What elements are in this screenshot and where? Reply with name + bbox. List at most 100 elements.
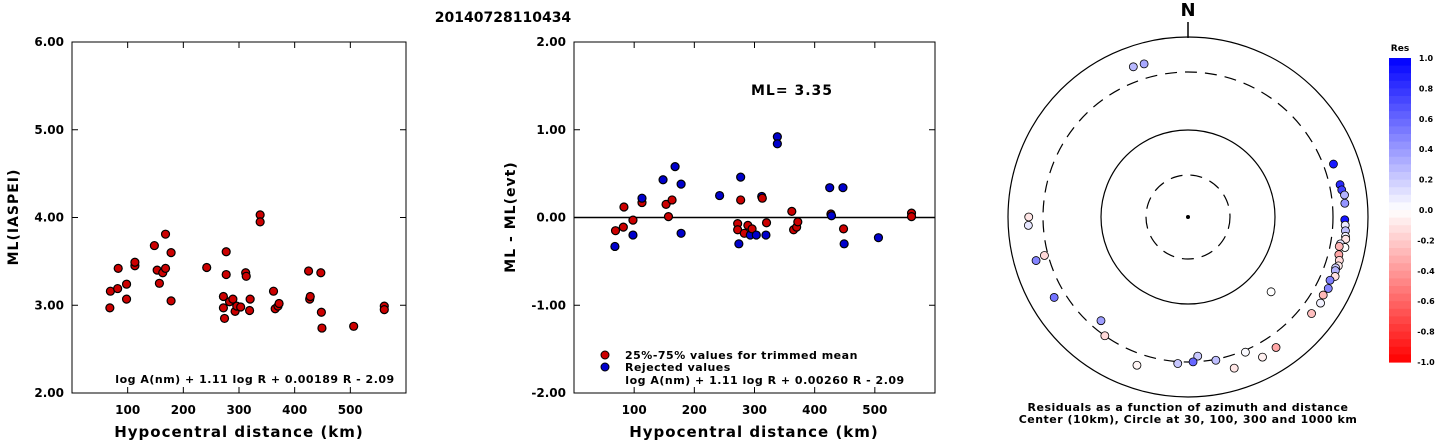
x-tick-label: 400 <box>282 403 307 417</box>
colorbar-segment <box>1389 270 1411 279</box>
data-point <box>303 266 314 276</box>
colorbar-label: -0.6 <box>1417 297 1435 306</box>
data-point <box>628 230 638 240</box>
colorbar-segment <box>1389 286 1411 295</box>
data-point <box>305 291 315 302</box>
data-point <box>241 271 251 281</box>
colorbar-segment <box>1389 126 1411 135</box>
polar-point <box>1240 347 1250 357</box>
data-point <box>317 323 327 333</box>
data-point <box>228 294 238 304</box>
colorbar-segment <box>1389 278 1411 287</box>
polar-data-points <box>1023 59 1351 373</box>
data-point <box>316 307 326 317</box>
left-y-axis-label: ML(IASPEI) <box>6 169 22 266</box>
data-point <box>736 195 746 205</box>
data-point <box>637 193 647 203</box>
x-tick-label: 300 <box>742 403 767 417</box>
polar-point <box>1211 355 1221 365</box>
colorbar-segment <box>1389 65 1411 74</box>
data-point <box>757 193 767 203</box>
data-point <box>221 247 231 257</box>
y-tick-label: 5.00 <box>34 123 64 137</box>
data-point <box>787 206 797 216</box>
data-point <box>219 313 230 324</box>
x-tick-label: 400 <box>802 403 827 417</box>
legend-blue-label: Rejected values <box>625 361 731 374</box>
colorbar-segment <box>1389 232 1411 241</box>
data-point <box>619 202 629 212</box>
y-tick-label: 0.00 <box>536 211 566 225</box>
y-tick-label: 3.00 <box>34 298 64 312</box>
data-point <box>839 239 849 249</box>
polar-point <box>1323 284 1333 293</box>
polar-point <box>1049 293 1059 302</box>
x-tick-label: 500 <box>862 403 887 417</box>
figure-title: 20140728110434 <box>435 10 572 26</box>
polar-point <box>1340 190 1349 200</box>
data-point <box>751 230 761 240</box>
legend-red-marker <box>600 350 610 360</box>
colorbar-segment <box>1389 217 1411 226</box>
colorbar-segment <box>1389 141 1411 150</box>
colorbar-segment <box>1389 194 1411 203</box>
left-x-axis-label: Hypocentral distance (km) <box>114 423 364 441</box>
data-point <box>236 302 246 312</box>
colorbar-segment <box>1389 134 1411 143</box>
y-tick-label: 1.00 <box>536 123 566 137</box>
colorbar-label: 0.0 <box>1419 206 1434 215</box>
y-tick-label: 6.00 <box>34 35 64 49</box>
data-point <box>658 175 668 185</box>
colorbar-segment <box>1389 179 1411 188</box>
polar-point <box>1318 290 1328 300</box>
data-point <box>676 179 686 189</box>
data-point <box>667 195 677 205</box>
y-tick-label: 2.00 <box>536 35 566 49</box>
data-point <box>838 224 849 234</box>
polar-center <box>1186 215 1190 219</box>
polar-caption-1: Residuals as a function of azimuth and d… <box>1028 401 1349 414</box>
colorbar-segment <box>1389 331 1411 340</box>
data-point <box>218 291 229 302</box>
polar-point <box>1188 357 1198 367</box>
data-point <box>838 183 848 193</box>
polar-point <box>1173 359 1183 368</box>
polar-point <box>1316 298 1325 308</box>
polar-caption-2: Center (10km), Circle at 30, 100, 300 an… <box>1019 413 1358 426</box>
polar-point <box>1031 256 1041 265</box>
polar-point <box>1023 220 1033 230</box>
polar-point <box>1139 59 1149 69</box>
data-point <box>610 241 620 252</box>
colorbar-title: Res <box>1391 44 1409 54</box>
polar-point <box>1334 242 1344 251</box>
data-point <box>873 233 884 243</box>
colorbar-segment <box>1389 210 1411 219</box>
colorbar-segment <box>1389 225 1411 234</box>
polar-point <box>1258 352 1267 362</box>
left-plot-frame <box>71 41 407 394</box>
data-point <box>670 162 680 172</box>
polar-point <box>1096 316 1106 326</box>
data-point <box>628 215 638 225</box>
colorbar-segment <box>1389 240 1411 249</box>
colorbar-segment <box>1389 96 1411 105</box>
colorbar-segment <box>1389 80 1411 89</box>
polar-point <box>1266 287 1276 297</box>
polar-point <box>1024 212 1034 222</box>
colorbar-segment <box>1389 339 1411 348</box>
data-point <box>906 212 917 222</box>
data-point <box>610 226 621 236</box>
data-point <box>149 240 159 251</box>
legend-red-label: 25%-75% values for trimmed mean <box>625 349 858 362</box>
polar-point <box>1193 351 1203 361</box>
data-point <box>274 298 284 309</box>
colorbar-segment <box>1389 149 1411 158</box>
colorbar-label: -0.2 <box>1417 236 1435 245</box>
data-point <box>244 305 255 316</box>
colorbar-label: 0.6 <box>1419 115 1434 124</box>
data-point <box>202 262 212 273</box>
colorbar-segment <box>1389 172 1411 181</box>
data-point <box>245 294 255 304</box>
polar-point <box>1307 309 1316 318</box>
